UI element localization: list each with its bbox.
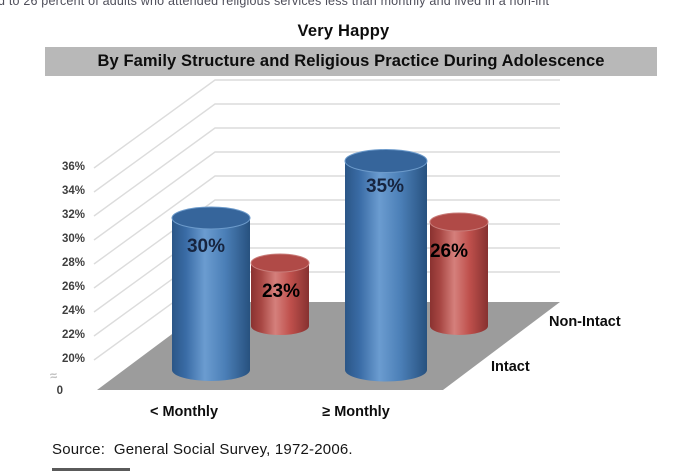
- ytick-26: 26%: [61, 281, 85, 293]
- ytick-28: 28%: [61, 257, 85, 269]
- bar-nonintact-ge-monthly: [429, 212, 489, 335]
- value-label-intact-ge-monthly: 35%: [366, 176, 404, 197]
- ytick-36: 36%: [61, 161, 85, 173]
- ytick-32: 32%: [61, 209, 85, 221]
- bar-intact-ge-monthly: [344, 149, 428, 382]
- series-label-intact: Intact: [491, 359, 530, 375]
- ytick-20: 20%: [61, 353, 85, 365]
- chart-floor: [97, 302, 560, 390]
- value-label-nonintact-lt-monthly: 23%: [262, 281, 300, 302]
- ytick-0: 0: [56, 385, 63, 397]
- category-label-ge-monthly: ≥ Monthly: [322, 404, 390, 420]
- series-label-non-intact: Non-Intact: [549, 314, 621, 330]
- bottom-edge-line: [52, 468, 130, 471]
- chart-subtitle-bar: By Family Structure and Religious Practi…: [45, 47, 657, 76]
- bar-intact-lt-monthly: [171, 206, 251, 381]
- ytick-34: 34%: [61, 185, 85, 197]
- clipped-caption-text: d to 26 percent of adults who attended r…: [0, 0, 550, 8]
- ytick-30: 30%: [61, 233, 85, 245]
- chart-subtitle: By Family Structure and Religious Practi…: [97, 52, 605, 70]
- category-label-lt-monthly: < Monthly: [149, 404, 219, 420]
- value-label-intact-lt-monthly: 30%: [187, 236, 225, 257]
- bar-nonintact-lt-monthly: [250, 253, 310, 335]
- ytick-22: 22%: [61, 329, 85, 341]
- chart-title: Very Happy: [297, 22, 390, 40]
- value-label-nonintact-ge-monthly: 26%: [430, 241, 468, 262]
- ytick-24: 24%: [61, 305, 85, 317]
- source-note: Source: General Social Survey, 1972-2006…: [52, 441, 353, 458]
